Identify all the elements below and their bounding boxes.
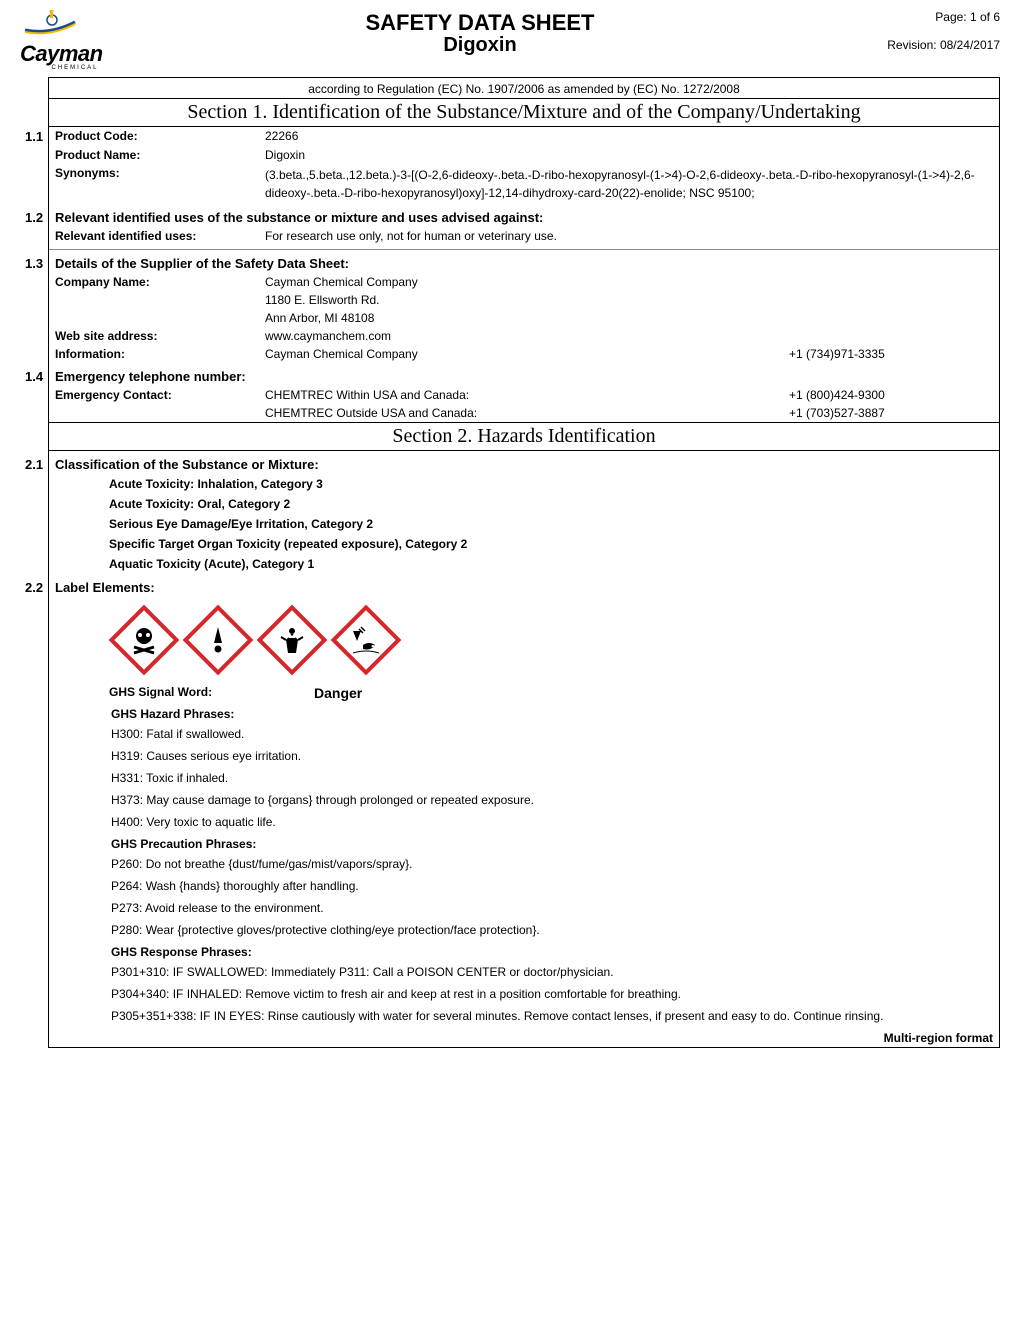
addr2-value: Ann Arbor, MI 48108	[265, 311, 993, 325]
precaution-phrase: P260: Do not breathe {dust/fume/gas/mist…	[49, 853, 999, 875]
row-product-code: 1.1 Product Code: 22266	[49, 127, 999, 146]
product-code-label: Product Code:	[55, 129, 265, 144]
hazard-phrase: H400: Very toxic to aquatic life.	[49, 811, 999, 833]
company-label: Company Name:	[55, 275, 265, 289]
sds-page: Cayman CHEMICAL SAFETY DATA SHEET Digoxi…	[0, 0, 1020, 1058]
synonyms-label: Synonyms:	[55, 166, 265, 202]
emergency-heading: Emergency telephone number:	[55, 369, 246, 384]
signal-word-row: GHS Signal Word: Danger	[49, 683, 999, 703]
section-num-1-3: 1.3	[21, 256, 55, 271]
regulation-line: according to Regulation (EC) No. 1907/20…	[49, 78, 999, 98]
product-code-value: 22266	[265, 129, 993, 144]
section-num-2-2: 2.2	[21, 580, 55, 595]
row-1-3-heading: 1.3 Details of the Supplier of the Safet…	[49, 249, 999, 273]
row-addr2: Ann Arbor, MI 48108	[49, 309, 999, 327]
addr1-value: 1180 E. Ellsworth Rd.	[265, 293, 993, 307]
section-num-1-1: 1.1	[21, 129, 55, 144]
chemtrec-in-phone: +1 (800)424-9300	[789, 388, 989, 402]
header-right: Page: 1 of 6 Revision: 08/24/2017	[820, 10, 1000, 52]
class-item: Specific Target Organ Toxicity (repeated…	[49, 534, 999, 554]
uses-label: Relevant identified uses:	[55, 229, 265, 243]
supplier-heading: Details of the Supplier of the Safety Da…	[55, 256, 349, 271]
row-2-1-heading: 2.1 Classification of the Substance or M…	[49, 451, 999, 474]
section2-header: Section 2. Hazards Identification	[49, 422, 999, 451]
class-item: Acute Toxicity: Inhalation, Category 3	[49, 474, 999, 494]
signal-word-value: Danger	[314, 685, 362, 701]
row-emergency2: CHEMTREC Outside USA and Canada: +1 (703…	[49, 404, 999, 422]
info-phone: +1 (734)971-3335	[789, 347, 989, 361]
info-value: Cayman Chemical Company	[265, 347, 789, 361]
revision-date: Revision: 08/24/2017	[820, 38, 1000, 52]
row-emergency1: Emergency Contact: CHEMTREC Within USA a…	[49, 386, 999, 404]
skull-crossbones-icon	[109, 605, 179, 675]
company-logo: Cayman CHEMICAL	[20, 10, 130, 71]
classification-heading: Classification of the Substance or Mixtu…	[55, 457, 319, 472]
label-elements-heading: Label Elements:	[55, 580, 155, 595]
hazard-phrase: H331: Toxic if inhaled.	[49, 767, 999, 789]
logo-text: Cayman	[20, 41, 130, 67]
chemtrec-in: CHEMTREC Within USA and Canada:	[265, 388, 789, 402]
emergency-label: Emergency Contact:	[55, 388, 265, 402]
hazard-phrase: H300: Fatal if swallowed.	[49, 723, 999, 745]
row-uses: Relevant identified uses: For research u…	[49, 227, 999, 245]
response-phrases-heading: GHS Response Phrases:	[49, 941, 999, 961]
product-name-value: Digoxin	[265, 148, 993, 162]
row-synonyms: Synonyms: (3.beta.,5.beta.,12.beta.)-3-[…	[49, 164, 999, 204]
row-addr1: 1180 E. Ellsworth Rd.	[49, 291, 999, 309]
section-num-2-1: 2.1	[21, 457, 55, 472]
hazard-phrases-heading: GHS Hazard Phrases:	[49, 703, 999, 723]
footer-format-note: Multi-region format	[49, 1027, 999, 1047]
precaution-phrase: P280: Wear {protective gloves/protective…	[49, 919, 999, 941]
health-hazard-icon	[257, 605, 327, 675]
row-company: Company Name: Cayman Chemical Company	[49, 273, 999, 291]
class-item: Serious Eye Damage/Eye Irritation, Categ…	[49, 514, 999, 534]
row-1-4-heading: 1.4 Emergency telephone number:	[49, 363, 999, 386]
page-number: Page: 1 of 6	[820, 10, 1000, 24]
class-item: Aquatic Toxicity (Acute), Category 1	[49, 554, 999, 574]
precaution-phrase: P273: Avoid release to the environment.	[49, 897, 999, 919]
hazard-phrase: H319: Causes serious eye irritation.	[49, 745, 999, 767]
chemtrec-out: CHEMTREC Outside USA and Canada:	[265, 406, 789, 420]
logo-swoosh-icon	[20, 10, 80, 38]
header-center: SAFETY DATA SHEET Digoxin	[140, 10, 820, 57]
synonyms-value: (3.beta.,5.beta.,12.beta.)-3-[(O-2,6-did…	[265, 166, 993, 202]
doc-title: SAFETY DATA SHEET	[140, 10, 820, 36]
response-phrase: P305+351+338: IF IN EYES: Rinse cautious…	[49, 1005, 999, 1027]
class-item: Acute Toxicity: Oral, Category 2	[49, 494, 999, 514]
web-label: Web site address:	[55, 329, 265, 343]
web-value: www.caymanchem.com	[265, 329, 993, 343]
exclamation-icon	[183, 605, 253, 675]
section1-header: Section 1. Identification of the Substan…	[49, 98, 999, 127]
main-content-box: according to Regulation (EC) No. 1907/20…	[48, 77, 1000, 1048]
response-phrase: P304+340: IF INHALED: Remove victim to f…	[49, 983, 999, 1005]
environment-icon	[331, 605, 401, 675]
row-2-2-heading: 2.2 Label Elements:	[49, 574, 999, 597]
company-value: Cayman Chemical Company	[265, 275, 993, 289]
hazard-phrase: H373: May cause damage to {organs} throu…	[49, 789, 999, 811]
precaution-phrase: P264: Wash {hands} thoroughly after hand…	[49, 875, 999, 897]
doc-subtitle: Digoxin	[140, 34, 820, 57]
page-header: Cayman CHEMICAL SAFETY DATA SHEET Digoxi…	[20, 10, 1000, 71]
chemtrec-out-phone: +1 (703)527-3887	[789, 406, 989, 420]
uses-heading: Relevant identified uses of the substanc…	[55, 210, 543, 225]
section-num-1-2: 1.2	[21, 210, 55, 225]
row-info: Information: Cayman Chemical Company +1 …	[49, 345, 999, 363]
info-label: Information:	[55, 347, 265, 361]
row-1-2-heading: 1.2 Relevant identified uses of the subs…	[49, 204, 999, 227]
section-num-1-4: 1.4	[21, 369, 55, 384]
product-name-label: Product Name:	[55, 148, 265, 162]
ghs-pictograms	[49, 597, 999, 683]
uses-value: For research use only, not for human or …	[265, 229, 993, 243]
row-product-name: Product Name: Digoxin	[49, 146, 999, 164]
row-web: Web site address: www.caymanchem.com	[49, 327, 999, 345]
response-phrase: P301+310: IF SWALLOWED: Immediately P311…	[49, 961, 999, 983]
signal-word-label: GHS Signal Word:	[109, 685, 314, 701]
precaution-phrases-heading: GHS Precaution Phrases:	[49, 833, 999, 853]
